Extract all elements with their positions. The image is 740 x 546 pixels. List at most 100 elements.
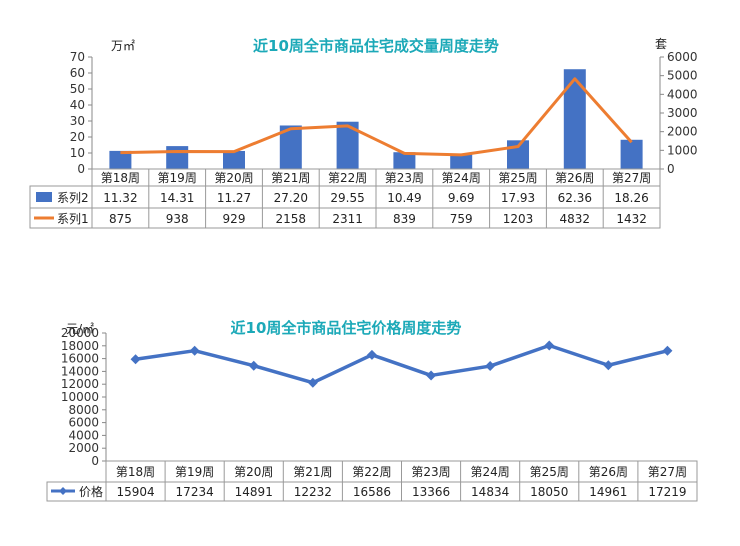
category-label: 第21周 [293,465,332,479]
category-label: 第22周 [328,171,367,185]
category-label: 第25周 [530,465,569,479]
line-value-label: 1203 [503,212,534,226]
line-value-label: 2158 [276,212,307,226]
line-series-1 [120,77,633,157]
left-tick-label: 60 [70,66,85,80]
right-axis-unit: 套 [655,37,667,51]
category-label: 第20周 [234,465,273,479]
legend-key-marker [59,487,67,495]
left-tick-label: 10 [70,146,85,160]
price-line [135,343,668,385]
left-tick-label: 30 [70,114,85,128]
bar-value-label: 11.32 [103,191,137,205]
bar-第21周 [279,125,302,169]
price-marker-第23周 [426,370,437,381]
price-value-label: 12232 [294,485,332,499]
right-tick-label: 4000 [667,87,698,101]
right-tick-label: 6000 [667,50,698,64]
price-value-label: 17234 [176,485,214,499]
price-marker-第21周 [307,377,318,388]
price-marker-第18周 [130,354,141,365]
bar-value-label: 27.20 [274,191,308,205]
price-value-label: 14961 [589,485,627,499]
volume-chart: 近10周全市商品住宅成交量周度走势 万㎡ 套 0 10 20 30 40 50 60 70 0 1000… [29,37,698,229]
bar-第22周 [336,121,359,169]
bar-value-label: 11.27 [217,191,251,205]
left-tick-label: 2000 [68,441,99,455]
category-label: 第18周 [101,171,140,185]
price-chart: 近10周全市商品住宅价格周度走势 元/㎡ 020004000600080001000… [46,319,698,502]
bar-value-label: 17.93 [501,191,535,205]
category-label: 第26周 [589,465,628,479]
left-tick-label: 10000 [61,390,99,404]
bar-第20周 [223,150,245,169]
left-tick-label: 20000 [61,326,99,340]
left-axis-unit: 元/㎡ [66,322,94,336]
price-value-label: 14834 [471,485,509,499]
line-value-label: 4832 [560,212,591,226]
left-tick-label: 40 [70,98,85,112]
line-value-label: 875 [109,212,132,226]
price-value-label: 16586 [353,485,391,499]
price-marker-第26周 [603,360,614,371]
right-tick-label: 2000 [667,125,698,139]
price-marker-第20周 [248,360,259,371]
price-value-label: 15904 [116,485,154,499]
left-tick-label: 0 [77,162,85,176]
price-value-label: 18050 [530,485,568,499]
bar-第24周 [450,153,473,169]
left-tick-label: 70 [70,50,85,64]
price-value-label: 17219 [648,485,686,499]
bar-value-label: 9.69 [448,191,475,205]
legend-series-2: 系列2 [57,191,89,205]
bar-value-label: 62.36 [558,191,592,205]
price-marker-第27周 [662,345,673,356]
category-label: 第25周 [498,171,537,185]
price-marker-第19周 [189,345,200,356]
left-tick-label: 12000 [61,377,99,391]
left-tick-label: 18000 [61,339,99,353]
category-label: 第23周 [411,465,450,479]
data-table-header-frame [46,481,107,502]
category-label: 第23周 [385,171,424,185]
price-value-label: 14891 [235,485,273,499]
bar-第27周 [620,139,643,169]
bar-第19周 [166,146,189,169]
line-value-label: 2311 [332,212,363,226]
legend-key-bar [36,192,52,202]
bar-第26周 [563,69,586,169]
category-label: 第18周 [116,465,155,479]
category-label: 第19周 [158,171,197,185]
right-tick-label: 0 [667,162,675,176]
price-value-label: 13366 [412,485,450,499]
left-tick-label: 8000 [68,403,99,417]
line-value-label: 1432 [616,212,647,226]
bar-value-label: 10.49 [387,191,421,205]
line-value-label: 839 [393,212,416,226]
left-tick-label: 6000 [68,416,99,430]
right-tick-label: 5000 [667,69,698,83]
left-tick-label: 0 [91,454,99,468]
left-tick-label: 50 [70,82,85,96]
price-marker-第22周 [366,349,377,360]
category-label: 第26周 [555,171,594,185]
line-value-label: 938 [166,212,189,226]
category-label: 第21周 [271,171,310,185]
data-table-header-frame [29,185,93,229]
bar-第18周 [109,150,132,169]
legend-price: 价格 [79,484,103,499]
category-label: 第19周 [175,465,214,479]
left-axis-unit: 万㎡ [111,39,135,53]
category-label: 第24周 [442,171,481,185]
left-tick-label: 16000 [61,352,99,366]
line-value-label: 759 [450,212,473,226]
category-label: 第22周 [352,465,391,479]
category-label: 第27周 [612,171,651,185]
left-tick-label: 4000 [68,428,99,442]
line-value-label: 929 [223,212,246,226]
bar-value-label: 29.55 [330,191,364,205]
legend-series-1: 系列1 [57,212,89,226]
bar-第23周 [393,152,416,169]
